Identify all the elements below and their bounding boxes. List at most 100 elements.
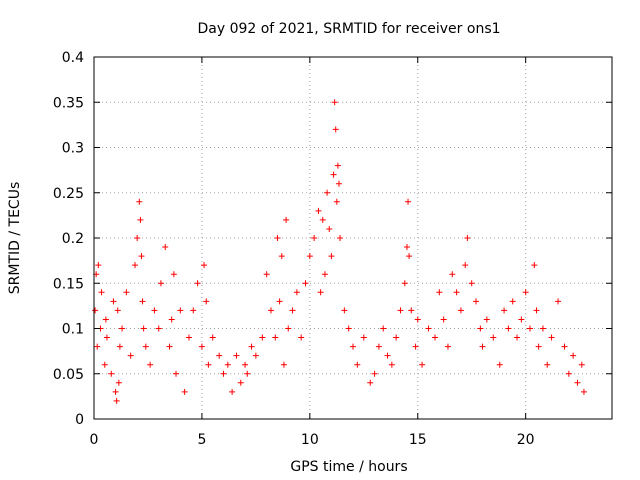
data-point [233, 352, 240, 359]
chart-title: Day 092 of 2021, SRMTID for receiver ons… [197, 21, 500, 37]
x-tick-label: 15 [409, 432, 427, 448]
data-point [412, 343, 419, 350]
y-tick-label: 0.1 [62, 322, 84, 338]
data-point [375, 343, 382, 350]
data-point [298, 334, 305, 341]
data-point [477, 325, 484, 332]
axis-ticks: 0 0.05 0.1 0.15 0.2 0.25 0.3 0.35 0.4 0 5 10 15 20 [53, 50, 612, 448]
data-point [95, 262, 102, 269]
data-point [173, 370, 180, 377]
data-point [479, 343, 486, 350]
data-point [103, 334, 110, 341]
data-point [285, 325, 292, 332]
data-point [332, 126, 339, 133]
data-point [401, 280, 408, 287]
data-point [436, 289, 443, 296]
data-point [205, 361, 212, 368]
data-point [134, 235, 141, 241]
data-point [405, 198, 412, 205]
data-point [397, 307, 404, 314]
data-point [155, 325, 162, 332]
data-point [518, 316, 525, 323]
data-point [548, 334, 555, 341]
data-point [555, 298, 562, 305]
y-tick-label: 0.3 [62, 141, 84, 157]
data-point [464, 235, 471, 241]
data-point [453, 289, 460, 296]
data-point [501, 307, 508, 314]
x-tick-label: 5 [197, 432, 206, 448]
data-point [328, 253, 335, 260]
data-point [335, 180, 342, 187]
data-point [138, 253, 145, 260]
data-point [229, 388, 236, 395]
data-point [388, 361, 395, 368]
data-point [561, 343, 568, 350]
data-point [168, 316, 175, 323]
x-tick-label: 0 [90, 432, 99, 448]
data-point [147, 361, 154, 368]
data-point [490, 334, 497, 341]
data-point [140, 325, 147, 332]
data-point [98, 289, 105, 296]
data-point [354, 361, 361, 368]
x-tick-label: 10 [301, 432, 319, 448]
data-point [341, 307, 348, 314]
data-point [198, 343, 205, 350]
data-point [157, 280, 164, 287]
y-tick-label: 0.15 [53, 276, 84, 292]
data-point [380, 325, 387, 332]
data-point [293, 289, 300, 296]
data-point [166, 343, 173, 350]
data-point [444, 343, 451, 350]
data-point [331, 99, 338, 106]
data-point [334, 162, 341, 169]
data-points [92, 99, 587, 404]
data-point [177, 307, 184, 314]
data-point [194, 280, 201, 287]
data-point [419, 361, 426, 368]
data-point [280, 361, 287, 368]
data-point [181, 388, 188, 395]
data-point [468, 280, 475, 287]
data-point [127, 352, 134, 359]
data-point [201, 262, 208, 269]
data-point [209, 334, 216, 341]
data-point [319, 216, 326, 223]
data-point [302, 280, 309, 287]
data-point [306, 253, 313, 260]
data-point [406, 253, 413, 260]
data-point [403, 244, 410, 251]
data-point [317, 289, 324, 296]
data-point [244, 370, 251, 377]
data-point [267, 307, 274, 314]
data-point [449, 271, 456, 278]
data-point [324, 189, 331, 196]
data-point [393, 334, 400, 341]
data-point [224, 361, 231, 368]
data-point [170, 271, 177, 278]
data-point [533, 307, 540, 314]
data-point [337, 235, 344, 241]
data-point [276, 298, 283, 305]
data-point [526, 325, 533, 332]
data-point [414, 316, 421, 323]
data-point [531, 262, 538, 269]
data-point [457, 307, 464, 314]
data-point [367, 379, 374, 386]
data-point [432, 334, 439, 341]
data-point [565, 370, 572, 377]
data-point [570, 352, 577, 359]
data-point [94, 343, 101, 350]
data-point [142, 343, 149, 350]
y-tick-label: 0.05 [53, 367, 84, 383]
data-point [333, 198, 340, 205]
x-axis-label: GPS time / hours [290, 459, 407, 475]
data-point [384, 352, 391, 359]
x-tick-label: 20 [517, 432, 535, 448]
data-point [278, 253, 285, 260]
data-point [462, 262, 469, 269]
data-point [123, 289, 130, 296]
data-point [242, 361, 249, 368]
